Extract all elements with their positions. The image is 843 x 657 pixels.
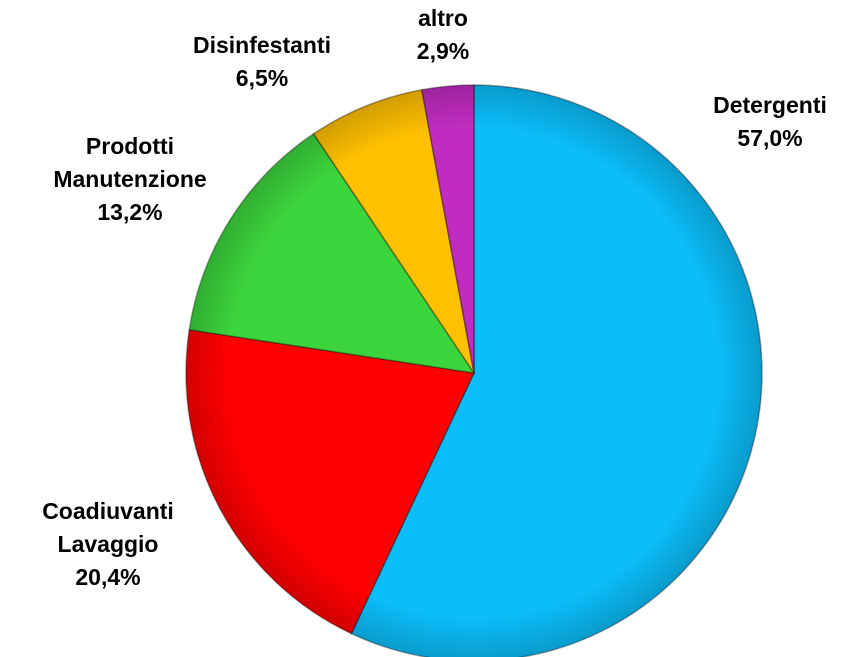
- category-label: Prodotti Manutenzione: [53, 133, 206, 192]
- category-label: Disinfestanti: [193, 32, 331, 58]
- labels: Detergenti 57,0% Coadiuvanti Lavaggio 20,4% P…: [42, 5, 827, 590]
- category-label: altro: [418, 5, 468, 31]
- value-label: 13,2%: [97, 199, 162, 225]
- pie: [185, 84, 763, 657]
- value-label: 20,4%: [75, 564, 140, 590]
- category-label: Detergenti: [713, 92, 827, 118]
- value-label: 6,5%: [236, 65, 288, 91]
- value-label: 57,0%: [737, 125, 802, 151]
- category-label: Coadiuvanti Lavaggio: [42, 498, 174, 557]
- value-label: 2,9%: [417, 38, 469, 64]
